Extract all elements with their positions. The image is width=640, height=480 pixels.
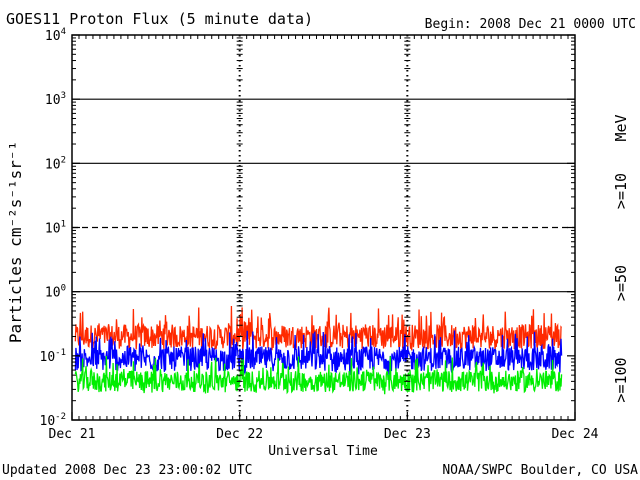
credit-label: NOAA/SWPC Boulder, CO USA (442, 463, 638, 478)
x-tick-label: Dec 24 (552, 427, 599, 442)
series-line (74, 330, 563, 375)
updated-timestamp: Updated 2008 Dec 23 23:00:02 UTC (2, 463, 252, 478)
legend-series-ge10: >=10 (612, 173, 630, 209)
series-line (74, 356, 563, 395)
begin-label: Begin: 2008 Dec 21 0000 UTC (425, 17, 636, 32)
legend-series-ge50: >=50 (612, 265, 630, 301)
y-tick-label: 10-2 (40, 412, 67, 429)
y-tick-label: 104 (45, 27, 66, 44)
y-tick-label: 10-1 (40, 348, 67, 365)
y-tick-label: 101 (45, 220, 66, 237)
x-tick-label: Dec 22 (216, 427, 263, 442)
y-axis-ticks: 104 103 102 101 100 10-1 10-2 (40, 27, 575, 429)
series-group (74, 305, 563, 395)
x-tick-label: Dec 21 (49, 427, 96, 442)
y-tick-label: 102 (45, 155, 66, 172)
x-tick-label: Dec 23 (384, 427, 431, 442)
y-tick-label: 103 (45, 91, 66, 108)
chart-title: GOES11 Proton Flux (5 minute data) (6, 10, 313, 28)
threshold-lines (72, 98, 575, 293)
x-axis-title: Universal Time (268, 444, 378, 459)
x-axis-ticks: Dec 21 Dec 22 Dec 23 Dec 24 (49, 35, 599, 442)
legend-series-ge100: >=100 (612, 357, 630, 402)
y-axis-title: Particles cm⁻²s⁻¹sr⁻¹ (6, 141, 25, 343)
legend-units-label: MeV (612, 114, 630, 141)
y-tick-label: 100 (45, 284, 66, 301)
